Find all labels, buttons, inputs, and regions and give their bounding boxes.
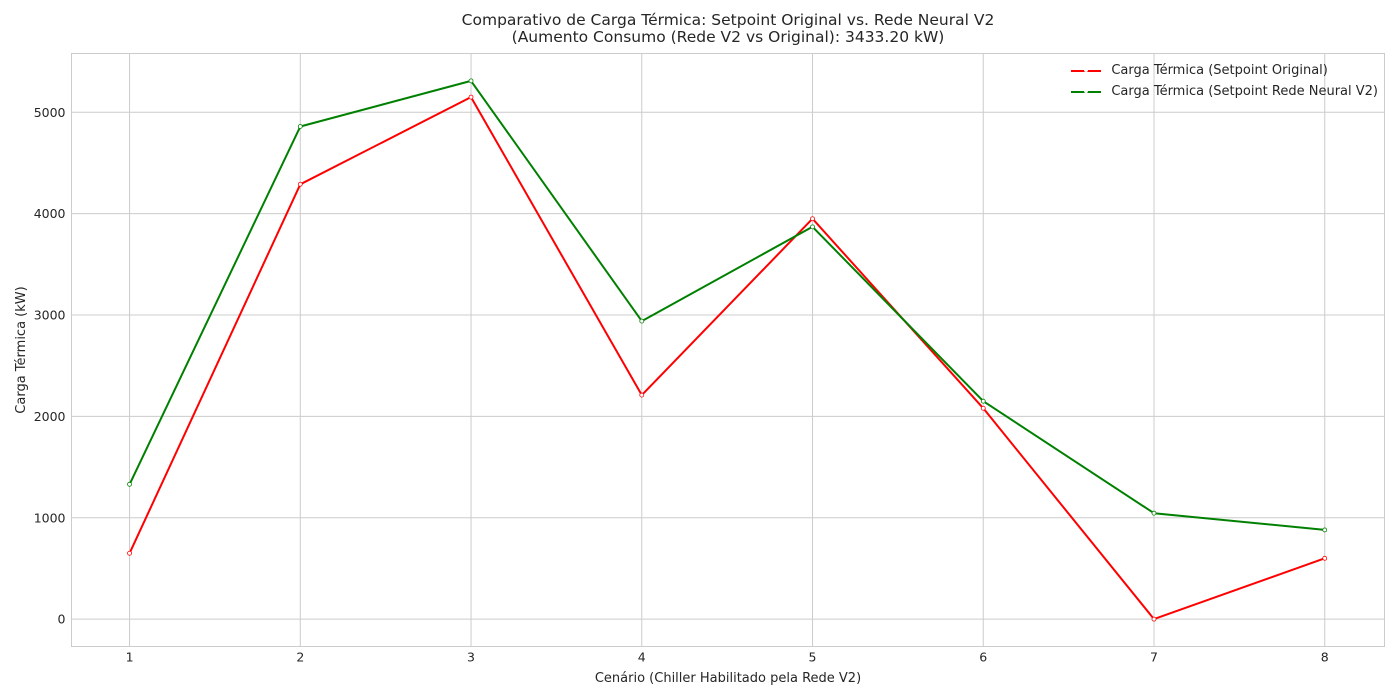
x-axis-label: Cenário (Chiller Habilitado pela Rede V2… <box>595 671 861 686</box>
data-point <box>639 318 645 324</box>
data-point <box>297 181 303 187</box>
chart-title-block: Comparativo de Carga Térmica: Setpoint O… <box>71 12 1385 46</box>
data-point <box>1151 510 1157 516</box>
legend-swatch-rede-neural <box>1071 89 1102 93</box>
x-tick-label: 2 <box>296 650 304 665</box>
chart-subtitle: (Aumento Consumo (Rede V2 vs Original): … <box>511 28 945 46</box>
x-tick-label: 8 <box>1321 650 1329 665</box>
plot-area <box>71 53 1385 647</box>
data-point <box>297 124 303 129</box>
data-point <box>810 224 815 230</box>
series-line-2 <box>128 79 1325 531</box>
data-point <box>127 481 132 487</box>
data-point <box>810 216 815 222</box>
y-tick-label: 1000 <box>34 510 66 525</box>
legend-item-rede-neural: Carga Térmica (Setpoint Rede Neural V2) <box>1071 81 1378 102</box>
data-point <box>980 405 986 411</box>
y-tick-label: 5000 <box>34 105 66 120</box>
y-tick-label: 3000 <box>34 308 66 323</box>
legend: Carga Térmica (Setpoint Original) Carga … <box>1071 60 1378 102</box>
legend-swatch-original <box>1071 68 1102 72</box>
data-point <box>1322 527 1328 533</box>
data-point <box>468 94 474 100</box>
x-tick-label: 4 <box>638 650 646 665</box>
legend-label-rede-neural: Carga Térmica (Setpoint Rede Neural V2) <box>1111 84 1378 99</box>
legend-label-original: Carga Térmica (Setpoint Original) <box>1111 63 1328 78</box>
gridlines <box>71 53 1385 647</box>
y-tick-label: 0 <box>58 612 66 627</box>
x-tick-label: 3 <box>467 650 475 665</box>
data-point <box>1151 616 1157 622</box>
x-tick-label: 6 <box>979 650 987 665</box>
data-point <box>639 392 645 398</box>
y-tick-label: 2000 <box>34 409 66 424</box>
data-point <box>468 78 474 84</box>
data-point <box>1322 555 1328 561</box>
y-tick-label: 4000 <box>34 206 66 221</box>
series-layer <box>127 78 1328 622</box>
x-tick-label: 1 <box>126 650 134 665</box>
x-tick-label: 7 <box>1150 650 1158 665</box>
chart-title: Comparativo de Carga Térmica: Setpoint O… <box>461 11 995 29</box>
x-tick-label: 5 <box>809 650 817 665</box>
series-line-1 <box>128 96 1326 621</box>
y-axis-label: Carga Térmica (kW) <box>14 286 29 413</box>
legend-item-original: Carga Térmica (Setpoint Original) <box>1071 60 1378 81</box>
data-point <box>980 398 986 404</box>
tick-labels: 1 2 3 4 5 6 7 8 0 1000 2000 3000 4000 5000 <box>34 105 1329 665</box>
data-point <box>127 550 132 556</box>
